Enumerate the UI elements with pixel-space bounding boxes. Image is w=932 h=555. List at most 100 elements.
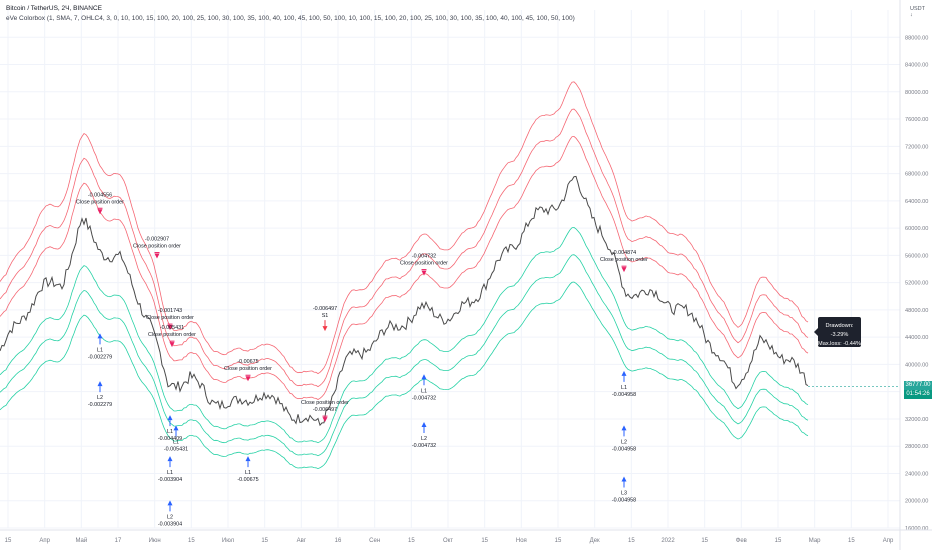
short-arrow-icon <box>322 326 328 332</box>
close-arrow-icon <box>97 209 103 215</box>
x-tick-label: 15 <box>408 538 415 544</box>
trade-value: Close position order <box>600 257 648 263</box>
x-tick-label: 15 <box>848 538 855 544</box>
x-tick-label: Мар <box>809 538 821 544</box>
x-tick-label: Окт <box>443 538 453 544</box>
max-loss-text: Max.loss: -0.44% <box>818 341 861 347</box>
x-tick-label: 16 <box>335 538 342 544</box>
x-tick-label: 15 <box>188 538 195 544</box>
trade-label: -0.006497 <box>313 306 337 312</box>
trade-annotation: L1 -0.005431 <box>164 425 188 452</box>
upper-band-line <box>0 108 809 388</box>
trade-value: Close position order <box>133 244 181 250</box>
trade-value: -0.005431 <box>164 446 188 452</box>
y-tick-label: 84000.00 <box>905 63 928 69</box>
long-arrow-icon <box>621 370 627 376</box>
trade-label: L1 <box>97 347 103 353</box>
trade-label: L2 <box>621 439 627 445</box>
x-tick-label: 15 <box>261 538 268 544</box>
x-tick-label: Июн <box>149 538 161 544</box>
currency-arrow-icon: ↓ <box>910 12 913 18</box>
trade-label: L2 <box>421 436 427 442</box>
trade-value: S1 <box>322 313 329 319</box>
trade-label: L1 <box>167 429 173 435</box>
x-tick-label: 2022 <box>661 538 675 544</box>
trade-label: L1 <box>245 470 251 476</box>
x-tick-label: Апр <box>883 538 894 544</box>
long-arrow-icon <box>421 421 427 427</box>
symbol-title[interactable]: Bitcoin / TetherUS, 2Ч, BINANCE <box>6 5 102 12</box>
long-arrow-icon <box>173 425 179 431</box>
upper-band-line <box>0 81 809 375</box>
trade-value: -0.006497 <box>313 407 337 413</box>
x-tick-label: Апр <box>39 538 50 544</box>
trade-label: -0.004732 <box>412 254 436 260</box>
y-tick-label: 72000.00 <box>905 144 928 150</box>
long-arrow-icon <box>621 476 627 482</box>
y-tick-label: 56000.00 <box>905 253 928 259</box>
lower-band-line <box>0 226 809 444</box>
indicator-title[interactable]: eVe Colorbox (1, SMA, 7, OHLC4, 3, 0, 10… <box>6 15 575 22</box>
trade-value: -0.004958 <box>612 446 636 452</box>
trade-label: -0.005431 <box>160 325 184 331</box>
long-arrow-icon <box>621 425 627 431</box>
trade-label: -0.001743 <box>158 308 182 314</box>
trade-value: Close position order <box>224 366 272 372</box>
x-tick-label: Авг <box>297 538 307 544</box>
y-tick-label: 60000.00 <box>905 226 928 232</box>
y-tick-label: 20000.00 <box>905 499 928 505</box>
countdown-tag: 01:54:26 <box>904 390 932 399</box>
trade-value: -0.00675 <box>237 477 258 483</box>
trade-value: -0.003904 <box>158 521 182 527</box>
trade-value: -0.004958 <box>612 392 636 398</box>
x-tick-label: 15 <box>5 538 12 544</box>
trade-label: L3 <box>621 491 627 497</box>
long-arrow-icon <box>97 333 103 339</box>
trade-annotation: L2-0.002279 <box>88 381 112 408</box>
y-tick-label: 68000.00 <box>905 172 928 178</box>
long-arrow-icon <box>97 381 103 387</box>
long-arrow-icon <box>421 374 427 380</box>
trade-value: -0.004958 <box>612 498 636 504</box>
lower-band-line <box>0 254 809 457</box>
trade-label: L1 <box>621 385 627 391</box>
trade-value: Close position order <box>400 261 448 267</box>
trade-annotation: L1-0.004958 <box>612 370 636 398</box>
x-tick-label: 15 <box>555 538 562 544</box>
y-tick-label: 80000.00 <box>905 90 928 96</box>
close-arrow-icon <box>167 325 173 331</box>
trade-value: -0.002279 <box>88 402 112 408</box>
trade-label: L2 <box>167 514 173 520</box>
trade-value: -0.004732 <box>412 443 436 449</box>
close-arrow-icon <box>621 267 627 273</box>
x-tick-label: Сен <box>369 538 380 544</box>
x-tick-label: Июл <box>222 538 235 544</box>
trade-annotation: Close position order-0.006497 <box>301 400 349 423</box>
trade-label: -0.004556 <box>88 192 112 198</box>
price-layer <box>0 175 900 427</box>
trade-label: L1 <box>421 388 427 394</box>
x-tick-label: Фев <box>736 538 747 544</box>
close-arrow-icon <box>154 253 160 259</box>
y-tick-label: 76000.00 <box>905 117 928 123</box>
trade-label: Close position order <box>301 400 349 406</box>
x-tick-label: 17 <box>115 538 122 544</box>
trade-value: Close position order <box>148 332 196 338</box>
long-arrow-icon <box>245 456 251 462</box>
chart-legend: Bitcoin / TetherUS, 2Ч, BINANCE eVe Colo… <box>6 4 575 24</box>
trade-annotation: L1-0.002279 <box>88 333 112 360</box>
y-tick-label: 32000.00 <box>905 417 928 423</box>
y-tick-label: 44000.00 <box>905 335 928 341</box>
close-arrow-icon <box>169 342 175 348</box>
y-tick-label: 52000.00 <box>905 281 928 287</box>
currency-label[interactable]: USDT ↓ <box>910 6 925 18</box>
